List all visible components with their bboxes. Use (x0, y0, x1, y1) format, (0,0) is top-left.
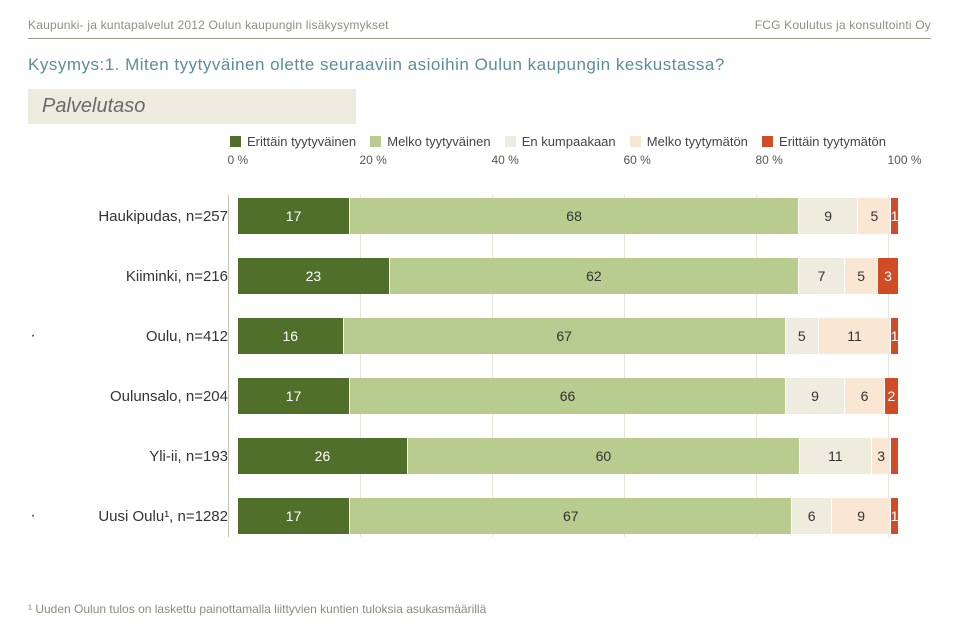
legend-swatch (230, 136, 241, 147)
legend-label: Melko tyytyväinen (387, 134, 490, 149)
legend-label: Erittäin tyytymätön (779, 134, 886, 149)
bar-segment: 26 (238, 438, 408, 474)
chart-subtitle: Palvelutaso (28, 89, 356, 124)
bar-segment: 17 (238, 378, 350, 414)
x-axis: 0 % 20 % 40 % 60 % 80 % 100 % (228, 153, 888, 177)
bar-label: Oulu, n=412 (38, 328, 238, 345)
bar-segment: 5 (845, 258, 878, 294)
bar-segment: 60 (408, 438, 800, 474)
bars-container: Haukipudas, n=2571768951Kiiminki, n=2162… (28, 195, 931, 537)
legend-label: En kumpaakaan (522, 134, 616, 149)
header-right: FCG Koulutus ja konsultointi Oy (755, 18, 931, 32)
bar-segment: 16 (238, 318, 344, 354)
bar-track: 1767691 (238, 498, 898, 534)
question-title: Kysymys:1. Miten tyytyväinen olette seur… (28, 55, 931, 75)
bar-segment: 67 (350, 498, 792, 534)
legend-item: Erittäin tyytyväinen (230, 134, 356, 149)
bar-segment: 1 (891, 198, 898, 234)
bar-label: Yli-ii, n=193 (38, 448, 238, 465)
legend-swatch (370, 136, 381, 147)
bar-label: Uusi Oulu¹, n=1282 (38, 508, 238, 525)
bar-segment: 67 (344, 318, 786, 354)
bar-track: 1766962 (238, 378, 898, 414)
bar-segment: 11 (800, 438, 872, 474)
bar-label: Kiiminki, n=216 (38, 268, 238, 285)
legend-swatch (762, 136, 773, 147)
bar-segment: 62 (390, 258, 799, 294)
bar-segment: 3 (872, 438, 892, 474)
row-marker: · (28, 327, 38, 345)
bar-segment: 17 (238, 498, 350, 534)
legend-item: Melko tyytyväinen (370, 134, 490, 149)
bar-track: 1768951 (238, 198, 898, 234)
header-left: Kaupunki- ja kuntapalvelut 2012 Oulun ka… (28, 18, 389, 32)
bar-label: Haukipudas, n=257 (38, 208, 238, 225)
footnote: ¹ Uuden Oulun tulos on laskettu painotta… (28, 602, 486, 616)
bar-segment: 66 (350, 378, 786, 414)
bar-segment: 17 (238, 198, 350, 234)
legend-label: Melko tyytymätön (647, 134, 748, 149)
legend-label: Erittäin tyytyväinen (247, 134, 356, 149)
bar-segment: 6 (792, 498, 832, 534)
bar-segment: 1 (891, 318, 898, 354)
bar-segment: 9 (786, 378, 845, 414)
bar-segment: 2 (885, 378, 898, 414)
legend: Erittäin tyytyväinen Melko tyytyväinen En … (228, 134, 888, 153)
legend-item: En kumpaakaan (505, 134, 616, 149)
bar-track: 2660113 (238, 438, 898, 474)
legend-swatch (630, 136, 641, 147)
bar-segment: 11 (819, 318, 892, 354)
bar-row: Oulunsalo, n=2041766962 (28, 375, 931, 417)
bar-row: Yli-ii, n=1932660113 (28, 435, 931, 477)
bar-label: Oulunsalo, n=204 (38, 388, 238, 405)
legend-swatch (505, 136, 516, 147)
bar-segment: 5 (786, 318, 819, 354)
bar-segment: 5 (858, 198, 891, 234)
bar-segment: 1 (891, 498, 898, 534)
axis-tick-label: 100 % (888, 153, 889, 167)
bar-row: Kiiminki, n=2162362753 (28, 255, 931, 297)
bar-segment: 9 (832, 498, 891, 534)
axis-tick-label: 60 % (624, 153, 625, 167)
header-rule (28, 38, 931, 39)
legend-item: Melko tyytymätön (630, 134, 748, 149)
bar-segment: 3 (878, 258, 898, 294)
legend-item: Erittäin tyytymätön (762, 134, 886, 149)
bar-segment: 7 (799, 258, 845, 294)
axis-tick-label: 40 % (492, 153, 493, 167)
bar-segment: 9 (799, 198, 858, 234)
bar-segment: 6 (845, 378, 885, 414)
bar-row: Haukipudas, n=2571768951 (28, 195, 931, 237)
bar-track: 16675111 (238, 318, 898, 354)
bar-row: ·Oulu, n=41216675111 (28, 315, 931, 357)
bar-segment: 68 (350, 198, 799, 234)
bar-track: 2362753 (238, 258, 898, 294)
row-marker: · (28, 507, 38, 525)
bar-segment (891, 438, 898, 474)
bar-row: ·Uusi Oulu¹, n=12821767691 (28, 495, 931, 537)
axis-tick-label: 80 % (756, 153, 757, 167)
axis-tick-label: 20 % (360, 153, 361, 167)
axis-tick-label: 0 % (228, 153, 229, 167)
bar-segment: 23 (238, 258, 390, 294)
